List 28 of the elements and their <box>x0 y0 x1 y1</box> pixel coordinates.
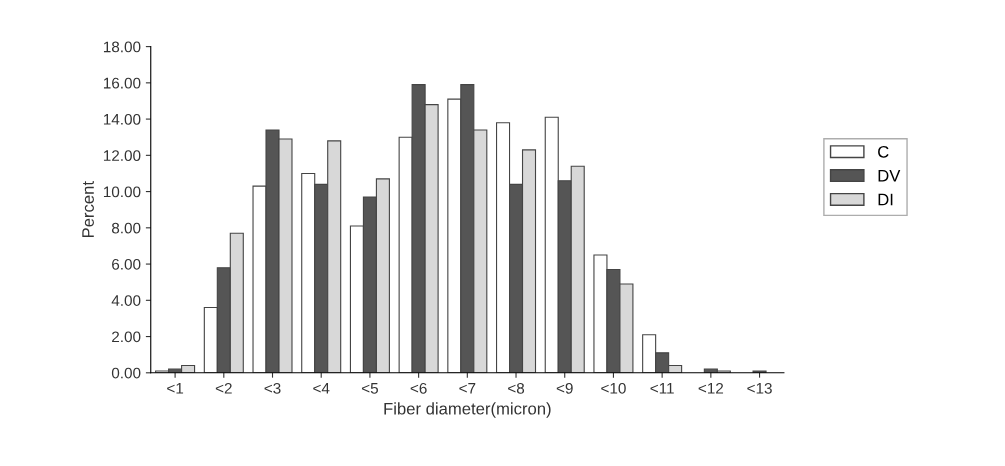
x-tick-label: <5 <box>361 383 378 394</box>
y-tick-label: 4.00 <box>111 295 141 306</box>
y-tick-label: 16.00 <box>103 77 141 89</box>
y-tick-label: 10.00 <box>103 186 141 198</box>
x-tick-label: <3 <box>264 382 281 394</box>
x-tick-label: <11 <box>650 383 674 394</box>
x-tick-label: <1 <box>167 383 184 394</box>
y-tick-label: 12.00 <box>103 150 141 162</box>
y-tick-label: 8.00 <box>111 222 141 234</box>
x-tick-label: <12 <box>698 382 724 394</box>
x-axis-title: Fiber diameter(micron) <box>384 402 551 418</box>
y-tick-label: 0.00 <box>111 367 141 379</box>
y-tick-label: 18.00 <box>103 41 141 53</box>
x-tick-label: <13 <box>747 382 772 394</box>
legend-label: C <box>878 145 889 158</box>
y-tick-label: 6.00 <box>112 258 141 270</box>
legend-label: DV <box>878 169 901 182</box>
x-tick-label: <7 <box>459 383 476 394</box>
x-tick-label: <8 <box>508 382 525 394</box>
x-tick-label: <2 <box>215 382 232 394</box>
x-tick-label: <6 <box>410 382 427 394</box>
x-tick-label: <4 <box>313 383 330 394</box>
y-tick-label: 2.00 <box>112 331 141 343</box>
y-tick-label: 14.00 <box>103 113 141 125</box>
x-tick-label: <9 <box>556 382 573 394</box>
x-tick-label: <10 <box>601 382 626 394</box>
y-axis-title: Percent <box>82 181 94 238</box>
legend-label: DI <box>878 193 893 206</box>
